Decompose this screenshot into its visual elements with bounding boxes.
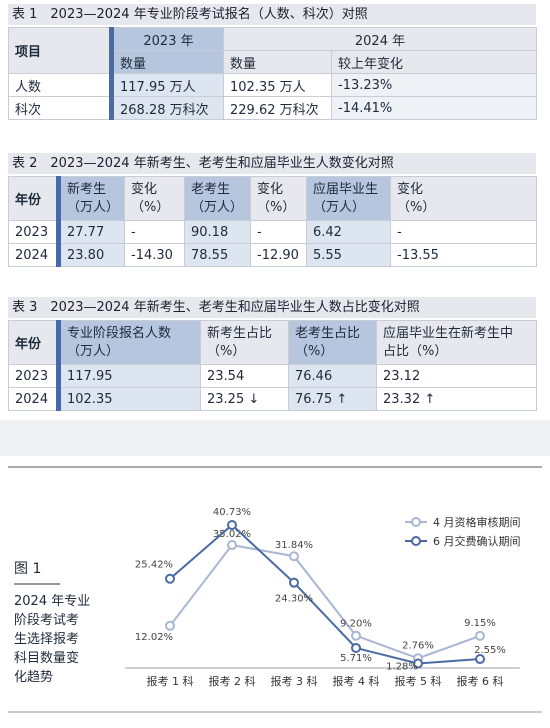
t1-cell: -13.23% xyxy=(331,73,537,97)
t1-cell: 102.35 万人 xyxy=(223,73,332,97)
t2-header-change2: 变化 （%） xyxy=(250,176,307,221)
t3-header-old: 老考生占比 （%） xyxy=(288,320,377,365)
t2-header-change1: 变化 （%） xyxy=(124,176,185,221)
data-label: 40.73% xyxy=(213,507,251,518)
data-label: 9.15% xyxy=(464,618,496,629)
x-tick-label: 报考 1 科 xyxy=(147,674,194,688)
t3-cell: 23.25 ↓ xyxy=(200,387,289,411)
data-point xyxy=(289,551,299,562)
data-point xyxy=(227,540,237,551)
t1-cell: 268.28 万科次 xyxy=(109,96,224,120)
t1-header-item: 项目 xyxy=(8,27,112,74)
data-label: 9.20% xyxy=(340,619,372,630)
t2-header-grad: 应届毕业生 （万人） xyxy=(306,176,391,221)
table-row: 2024 23.80 -14.30 78.55 -12.90 5.55 -13.… xyxy=(8,243,537,267)
x-tick-label: 报考 2 科 xyxy=(209,674,256,688)
x-axis-ticks: 报考 1 科 报考 2 科 报考 3 科 报考 4 科 报考 5 科 报考 6 科 xyxy=(147,674,504,688)
data-point xyxy=(165,573,175,584)
t2-cell: 23.80 xyxy=(56,243,125,267)
figure-caption-line: 2024 年专业 xyxy=(14,594,90,609)
t2-cell: -13.55 xyxy=(390,243,537,267)
chart-series: 12.02% 35.02% 31.84% 9.20% 2.76% 9.15% 25.42% 4… xyxy=(135,507,506,673)
series-line xyxy=(169,523,481,665)
t3-cell: 102.35 xyxy=(56,387,201,411)
table2: 年份 新考生 （万人） 变化 （%） 老考生 （万人） 变化 （%） 应届毕业生 （万人）… xyxy=(8,176,537,267)
legend-entry: 4 月资格审核期间 xyxy=(433,515,521,529)
t3-header-total: 专业阶段报名人数 （万人） xyxy=(56,320,201,365)
table3: 年份 专业阶段报名人数 （万人） 新考生占比 （%） 老考生占比 （%） 应届毕业生在… xyxy=(8,320,537,411)
t3-year: 2023 xyxy=(8,364,59,388)
t2-header-change3: 变化 （%） xyxy=(390,176,537,221)
x-tick-label: 报考 5 科 xyxy=(395,674,442,688)
table-row: 2023 117.95 23.54 76.46 23.12 xyxy=(8,364,537,388)
data-point xyxy=(413,658,423,669)
t2-cell: 78.55 xyxy=(184,243,251,267)
series-line xyxy=(169,543,481,660)
t2-cell: 5.55 xyxy=(306,243,391,267)
table-row: 2024 102.35 23.25 ↓ 76.75 ↑ 23.32 ↑ xyxy=(8,387,537,411)
data-point xyxy=(475,630,485,641)
t1-row-label: 人数 xyxy=(8,73,112,97)
figure-caption-line: 阶段考试考 xyxy=(14,613,79,628)
data-point xyxy=(351,630,361,641)
t1-cell: 229.62 万科次 xyxy=(223,96,332,120)
t3-cell: 76.46 xyxy=(288,364,377,388)
table1-caption: 表 1 2023—2024 年专业阶段考试报名（人数、科次）对照 xyxy=(8,4,536,25)
table1: 项目 2023 年 2024 年 数量 数量 较上年变化 人数 117.95 万… xyxy=(8,27,537,120)
t2-header-new: 新考生 （万人） xyxy=(56,176,125,221)
t1-cell: 117.95 万人 xyxy=(109,73,224,97)
data-label: 5.71% xyxy=(340,653,372,664)
x-tick-label: 报考 6 科 xyxy=(457,674,504,688)
data-point xyxy=(227,519,237,530)
section-divider-band xyxy=(0,420,550,456)
chart-legend: 4 月资格审核期间 6 月交费确认期间 xyxy=(405,515,521,548)
t2-cell: - xyxy=(250,220,307,244)
data-label: 31.84% xyxy=(275,540,313,551)
t2-cell: -12.90 xyxy=(250,243,307,267)
t3-header-grad: 应届毕业生在新考生中 占比（%） xyxy=(376,320,537,365)
data-point xyxy=(475,654,485,665)
data-label: 2.55% xyxy=(474,645,506,656)
table2-caption: 表 2 2023—2024 年新考生、老考生和应届毕业生人数变化对照 xyxy=(8,153,536,174)
t3-cell: 23.32 ↑ xyxy=(376,387,537,411)
t1-row-label: 科次 xyxy=(8,96,112,120)
figure-caption-line: 科目数量变 xyxy=(14,650,79,666)
data-label: 2.76% xyxy=(402,640,434,651)
t3-header-year: 年份 xyxy=(8,320,59,365)
table-row: 科次 268.28 万科次 229.62 万科次 -14.41% xyxy=(8,96,537,120)
data-label: 1.28% xyxy=(386,662,418,673)
t1-header-2023: 2023 年 xyxy=(109,27,224,51)
data-label: 12.02% xyxy=(135,632,173,643)
t3-cell: 117.95 xyxy=(56,364,201,388)
legend-marker xyxy=(411,517,421,527)
table3-caption: 表 3 2023—2024 年新考生、老考生和应届毕业生人数占比变化对照 xyxy=(8,297,536,318)
t3-cell: 23.54 xyxy=(200,364,289,388)
t2-header-year: 年份 xyxy=(8,176,59,221)
t1-cell: -14.41% xyxy=(331,96,537,120)
figure-caption-line: 生选择报考 xyxy=(14,632,79,647)
t3-header-new: 新考生占比 （%） xyxy=(200,320,289,365)
data-label: 24.30% xyxy=(275,594,313,605)
t3-year: 2024 xyxy=(8,387,59,411)
data-label: 35.02% xyxy=(213,529,251,540)
legend-marker xyxy=(411,536,421,546)
x-tick-label: 报考 4 科 xyxy=(333,674,380,688)
figure-caption-line: 化趋势 xyxy=(14,669,53,685)
data-point xyxy=(289,577,299,588)
data-point xyxy=(351,642,361,653)
legend-entry: 6 月交费确认期间 xyxy=(433,534,521,548)
t2-header-old: 老考生 （万人） xyxy=(184,176,251,221)
x-tick-label: 报考 3 科 xyxy=(271,674,318,688)
t2-cell: -14.30 xyxy=(124,243,185,267)
table-row: 人数 117.95 万人 102.35 万人 -13.23% xyxy=(8,73,537,97)
data-label: 25.42% xyxy=(135,560,173,571)
t2-year: 2024 xyxy=(8,243,59,267)
data-point xyxy=(165,620,175,631)
t1-header-change: 较上年变化 xyxy=(331,50,537,74)
t1-header-2024: 2024 年 xyxy=(223,27,537,51)
figure-label: 图 1 xyxy=(14,561,41,577)
